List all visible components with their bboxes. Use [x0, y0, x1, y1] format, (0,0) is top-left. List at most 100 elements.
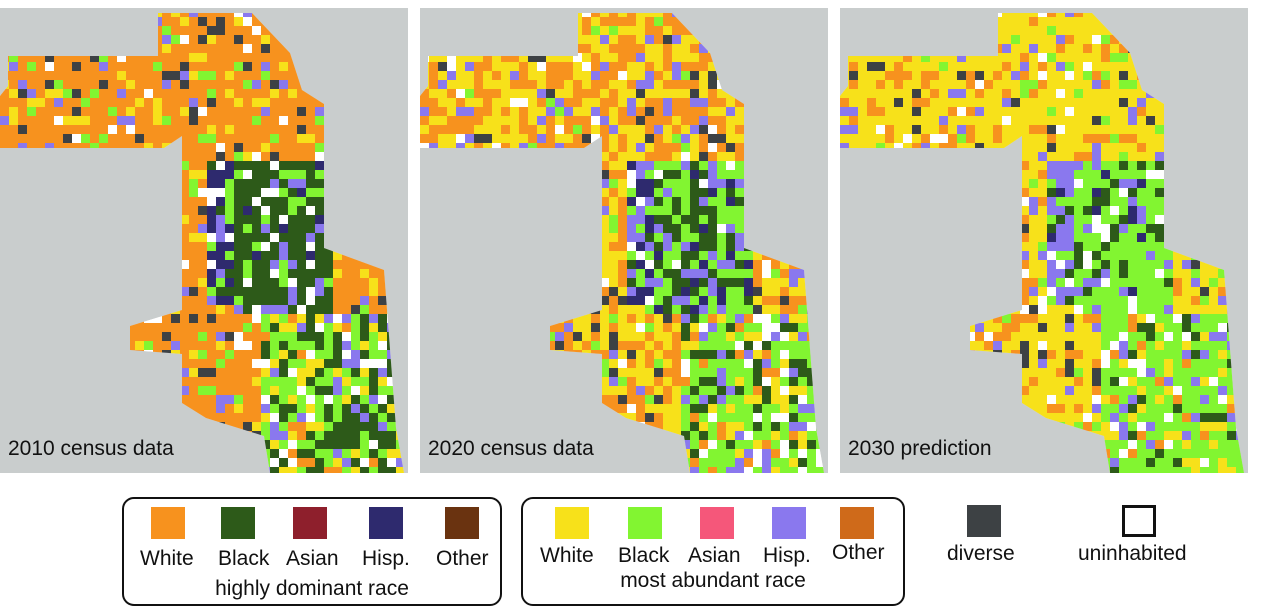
map-cell [699, 26, 708, 35]
map-cell [618, 314, 627, 323]
map-cell [351, 197, 360, 206]
map-cell [126, 116, 135, 125]
map-cell [429, 467, 438, 473]
map-cell [378, 251, 387, 260]
map-cell [0, 422, 9, 431]
map-cell [90, 341, 99, 350]
map-cell [189, 233, 198, 242]
map-cell [1092, 35, 1101, 44]
map-cell [27, 395, 36, 404]
map-cell [654, 125, 663, 134]
map-cell [636, 278, 645, 287]
map-cell [360, 341, 369, 350]
map-cell [546, 377, 555, 386]
map-cell [474, 152, 483, 161]
map-cell [726, 53, 735, 62]
map-cell [306, 197, 315, 206]
map-cell [825, 161, 828, 170]
map-cell [735, 17, 744, 26]
map-cell [63, 53, 72, 62]
map-cell [717, 440, 726, 449]
map-cell [546, 305, 555, 314]
map-cell [216, 206, 225, 215]
map-cell [369, 341, 378, 350]
map-cell [216, 368, 225, 377]
map-cell [645, 107, 654, 116]
map-cell [369, 422, 378, 431]
map-cell [699, 341, 708, 350]
map-cell [351, 395, 360, 404]
map-cell [279, 80, 288, 89]
map-cell [753, 314, 762, 323]
map-cell [429, 71, 438, 80]
map-cell [456, 179, 465, 188]
map-cell [36, 206, 45, 215]
map-cell [510, 13, 519, 17]
map-cell [771, 206, 780, 215]
map-cell [825, 98, 828, 107]
map-cell [609, 62, 618, 71]
map-cell [690, 17, 699, 26]
map-cell [180, 404, 189, 413]
map-cell [90, 404, 99, 413]
map-cell [825, 431, 828, 440]
map-cell [510, 323, 519, 332]
map-cell [225, 305, 234, 314]
map-cell [270, 341, 279, 350]
map-cell [63, 278, 72, 287]
map-cell [297, 332, 306, 341]
map-cell [546, 242, 555, 251]
map-cell [45, 224, 54, 233]
map-cell [456, 314, 465, 323]
map-cell [645, 413, 654, 422]
map-cell [717, 170, 726, 179]
map-cell [456, 143, 465, 152]
map-cell [807, 125, 816, 134]
map-cell [672, 413, 681, 422]
map-cell [252, 377, 261, 386]
map-cell [771, 368, 780, 377]
map-cell [387, 449, 396, 458]
map-cell [582, 233, 591, 242]
map-cell [717, 188, 726, 197]
map-cell [171, 125, 180, 134]
map-cell [9, 233, 18, 242]
map-cell [117, 80, 126, 89]
map-cell [645, 35, 654, 44]
map-cell [1002, 26, 1011, 35]
map-cell [351, 458, 360, 467]
map-cell [198, 233, 207, 242]
map-cell [600, 44, 609, 53]
map-cell [369, 233, 378, 242]
map-cell [63, 143, 72, 152]
map-cell [342, 35, 351, 44]
map-cell [798, 215, 807, 224]
map-cell [243, 26, 252, 35]
map-cell [717, 80, 726, 89]
map-cell [501, 404, 510, 413]
map-cell [753, 188, 762, 197]
map-cell [807, 98, 816, 107]
map-cell [645, 17, 654, 26]
map-cell [609, 260, 618, 269]
map-cell [447, 26, 456, 35]
map-cell [681, 107, 690, 116]
map-cell [144, 53, 153, 62]
map-cell [369, 80, 378, 89]
map-cell [780, 350, 789, 359]
map-cell [234, 350, 243, 359]
map-cell [780, 197, 789, 206]
map-cell [369, 13, 378, 17]
map-cell [189, 458, 198, 467]
map-cell [735, 413, 744, 422]
map-cell [387, 242, 396, 251]
map-cell [144, 80, 153, 89]
map-cell [405, 116, 408, 125]
map-cell [645, 224, 654, 233]
map-cell [447, 89, 456, 98]
map-cell [1038, 17, 1047, 26]
map-cell [420, 260, 429, 269]
map-cell [456, 206, 465, 215]
map-cell [636, 440, 645, 449]
map-cell [465, 134, 474, 143]
